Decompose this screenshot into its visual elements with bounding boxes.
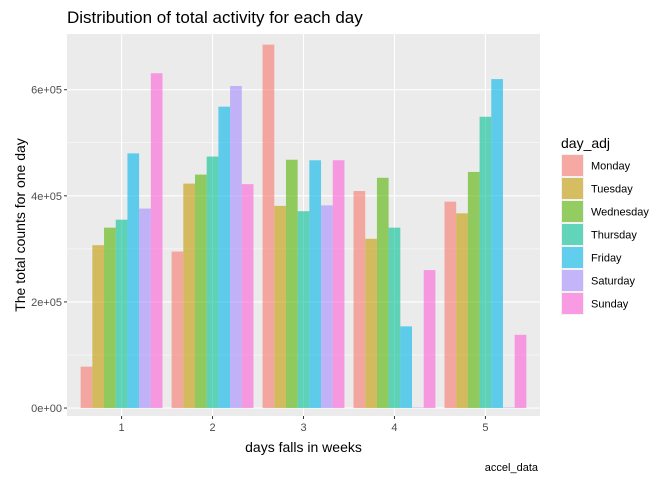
bar-sunday-week-1 bbox=[150, 73, 163, 409]
legend-label-monday: Monday bbox=[591, 161, 631, 173]
y-tick-label: 4e+05 bbox=[31, 191, 62, 203]
bar-saturday-week-4 bbox=[412, 407, 424, 409]
bar-tuesday-week-4 bbox=[365, 238, 377, 409]
caption: accel_data bbox=[485, 462, 539, 474]
legend-label-saturday: Saturday bbox=[591, 276, 636, 288]
y-axis: 0e+00 2e+05 4e+05 6e+05 bbox=[31, 85, 67, 415]
x-tick-label: 4 bbox=[391, 422, 397, 434]
bar-thursday-week-1 bbox=[115, 219, 128, 409]
bar-friday-week-5 bbox=[491, 79, 503, 409]
bar-tuesday-week-1 bbox=[92, 245, 105, 409]
bar-saturday-week-1 bbox=[139, 208, 151, 409]
x-axis-title: days falls in weeks bbox=[245, 439, 362, 455]
bar-sunday-week-2 bbox=[241, 184, 254, 409]
x-tick-label: 2 bbox=[209, 422, 215, 434]
bar-tuesday-week-3 bbox=[274, 205, 286, 409]
x-tick-label: 5 bbox=[482, 422, 488, 434]
bar-thursday-week-4 bbox=[388, 227, 401, 409]
bar-sunday-week-3 bbox=[332, 160, 345, 409]
bar-friday-week-2 bbox=[218, 106, 231, 409]
y-tick-label: 6e+05 bbox=[31, 85, 62, 97]
bar-saturday-week-5 bbox=[502, 407, 515, 409]
legend-label-wednesday: Wednesday bbox=[591, 207, 649, 219]
bar-tuesday-week-5 bbox=[456, 213, 468, 409]
legend-swatch-wednesday bbox=[562, 201, 583, 222]
bar-friday-week-1 bbox=[127, 153, 140, 409]
bar-wednesday-week-5 bbox=[467, 171, 480, 409]
legend-swatch-friday bbox=[562, 247, 583, 268]
legend-swatch-monday bbox=[562, 155, 583, 176]
bar-sunday-week-4 bbox=[423, 270, 436, 409]
legend-title: day_adj bbox=[561, 135, 610, 151]
bar-saturday-week-3 bbox=[321, 205, 333, 409]
x-tick-label: 1 bbox=[119, 422, 125, 434]
bars bbox=[80, 44, 527, 409]
bar-wednesday-week-3 bbox=[285, 159, 298, 409]
legend-label-sunday: Sunday bbox=[591, 299, 629, 311]
y-tick-label: 0e+00 bbox=[31, 403, 62, 415]
x-axis: 1 2 3 4 5 bbox=[119, 416, 488, 434]
bar-friday-week-4 bbox=[400, 326, 413, 409]
legend-label-thursday: Thursday bbox=[591, 230, 637, 242]
bar-wednesday-week-2 bbox=[194, 174, 207, 409]
legend-swatch-sunday bbox=[562, 293, 583, 314]
chart-title: Distribution of total activity for each … bbox=[67, 8, 363, 27]
bar-monday-week-4 bbox=[353, 191, 366, 409]
legend-label-tuesday: Tuesday bbox=[591, 184, 633, 196]
legend: day_adj Monday Tuesday Wednesday Thursday Fr… bbox=[561, 135, 649, 315]
bar-friday-week-3 bbox=[309, 160, 322, 409]
bar-tuesday-week-2 bbox=[183, 183, 195, 409]
bar-monday-week-5 bbox=[444, 201, 457, 409]
bar-wednesday-week-4 bbox=[376, 177, 389, 409]
legend-swatch-thursday bbox=[562, 224, 583, 245]
legend-swatch-saturday bbox=[562, 270, 583, 291]
bar-monday-week-2 bbox=[171, 251, 184, 409]
legend-swatch-tuesday bbox=[562, 178, 583, 199]
y-axis-title: The total counts for one day bbox=[12, 138, 28, 312]
bar-thursday-week-2 bbox=[206, 156, 219, 409]
bar-monday-week-3 bbox=[262, 44, 275, 409]
bar-saturday-week-2 bbox=[230, 85, 242, 409]
y-tick-label: 2e+05 bbox=[31, 297, 62, 309]
bar-wednesday-week-1 bbox=[104, 227, 116, 409]
legend-label-friday: Friday bbox=[591, 253, 622, 265]
bar-thursday-week-3 bbox=[297, 211, 310, 409]
bar-sunday-week-5 bbox=[514, 334, 527, 409]
x-tick-label: 3 bbox=[300, 422, 306, 434]
bar-thursday-week-5 bbox=[479, 116, 492, 409]
bar-monday-week-1 bbox=[80, 366, 93, 409]
